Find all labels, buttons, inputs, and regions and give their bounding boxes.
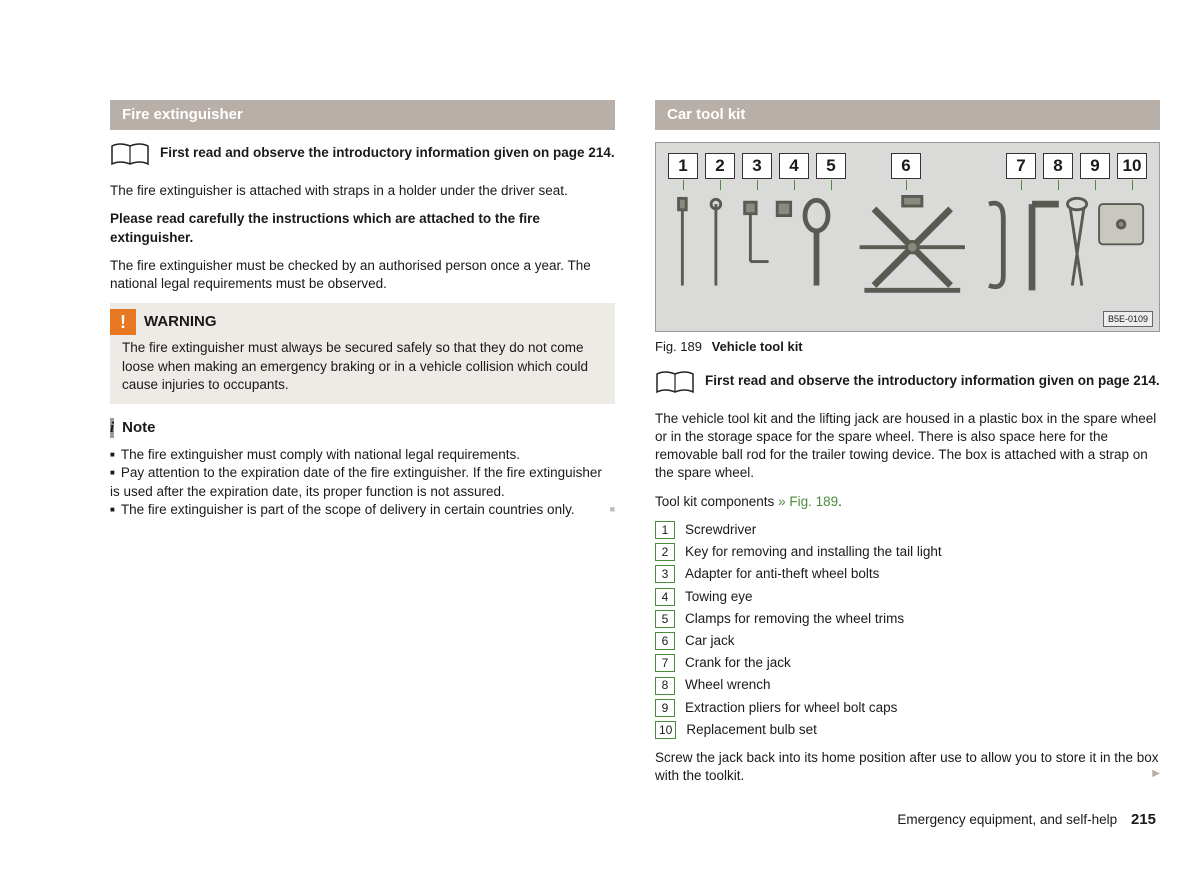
continue-icon: ▶: [1152, 767, 1160, 781]
tool-number-box: 7: [655, 654, 675, 672]
tool-row: 8 Wheel wrench: [655, 676, 1160, 694]
left-column: Fire extinguisher First read and observe…: [110, 100, 615, 796]
para-toolkit-location: The vehicle tool kit and the lifting jac…: [655, 410, 1160, 483]
figure-ref-code: B5E-0109: [1103, 311, 1153, 327]
figure-frame: 12345 6 789 10: [655, 142, 1160, 332]
figure-label-box: 5: [816, 153, 846, 179]
figure-cross-ref: » Fig. 189: [778, 494, 838, 509]
section-header-fire: Fire extinguisher: [110, 100, 615, 130]
note-bullets: The fire extinguisher must comply with n…: [110, 446, 615, 519]
figure-label-box: 1: [668, 153, 698, 179]
para-components-intro: Tool kit components » Fig. 189.: [655, 493, 1160, 511]
figure-label-box: 9: [1080, 153, 1110, 179]
right-column: Car tool kit 12345678910: [655, 100, 1160, 796]
para-screw-jack: Screw the jack back into its home positi…: [655, 749, 1160, 785]
book-icon: [110, 142, 150, 168]
note-header: i Note: [110, 418, 615, 438]
tool-number-box: 2: [655, 543, 675, 561]
tool-label: Car jack: [685, 632, 735, 650]
page-footer: Emergency equipment, and self-help 215: [897, 810, 1156, 830]
read-first-block: First read and observe the introductory …: [655, 370, 1160, 396]
figure-tools-illustration: [668, 193, 1147, 311]
tool-number-box: 4: [655, 588, 675, 606]
figure-label-box: 2: [705, 153, 735, 179]
warning-title: WARNING: [144, 312, 217, 332]
note-item: The fire extinguisher is part of the sco…: [110, 501, 615, 519]
tool-row: 3 Adapter for anti-theft wheel bolts: [655, 565, 1160, 583]
tool-row: 1 Screwdriver: [655, 521, 1160, 539]
tool-number-box: 6: [655, 632, 675, 650]
tool-number-box: 9: [655, 699, 675, 717]
figure-caption: Fig. 189 Vehicle tool kit: [655, 338, 1160, 356]
page-number: 215: [1131, 811, 1156, 828]
figure-number-labels: 12345 6 789 10: [668, 153, 1147, 179]
tool-label: Wheel wrench: [685, 676, 771, 694]
chapter-title: Emergency equipment, and self-help: [897, 812, 1117, 827]
tool-row: 5 Clamps for removing the wheel trims: [655, 610, 1160, 628]
tool-number-box: 3: [655, 565, 675, 583]
tool-number-box: 5: [655, 610, 675, 628]
tool-number-box: 10: [655, 721, 676, 739]
read-first-text: First read and observe the introductory …: [705, 370, 1160, 390]
info-icon: i: [110, 418, 114, 438]
note-item: The fire extinguisher must comply with n…: [110, 446, 615, 464]
tool-label: Extraction pliers for wheel bolt caps: [685, 699, 897, 717]
tool-label: Clamps for removing the wheel trims: [685, 610, 904, 628]
tool-label: Adapter for anti-theft wheel bolts: [685, 565, 879, 583]
figure-caption-text: Vehicle tool kit: [712, 339, 803, 354]
read-first-text: First read and observe the introductory …: [160, 142, 615, 162]
tool-number-box: 1: [655, 521, 675, 539]
read-first-block: First read and observe the introductory …: [110, 142, 615, 168]
figure-label-box: 6: [891, 153, 921, 179]
tool-label: Screwdriver: [685, 521, 756, 539]
tool-row: 4 Towing eye: [655, 588, 1160, 606]
para-checked: The fire extinguisher must be checked by…: [110, 257, 615, 293]
warning-header: ! WARNING: [110, 303, 615, 339]
warning-icon: !: [110, 309, 136, 335]
note-title: Note: [122, 418, 155, 438]
figure-label-box: 10: [1117, 153, 1147, 179]
tool-row: 2 Key for removing and installing the tai…: [655, 543, 1160, 561]
tool-row: 9 Extraction pliers for wheel bolt caps: [655, 699, 1160, 717]
tool-label: Crank for the jack: [685, 654, 791, 672]
warning-callout: ! WARNING The fire extinguisher must alw…: [110, 303, 615, 404]
book-icon: [655, 370, 695, 396]
figure-number: Fig. 189: [655, 339, 702, 354]
tool-row: 6 Car jack: [655, 632, 1160, 650]
tool-row: 10 Replacement bulb set: [655, 721, 1160, 739]
para-read-carefully: Please read carefully the instructions w…: [110, 210, 615, 246]
tool-label: Replacement bulb set: [686, 721, 817, 739]
tool-label: Key for removing and installing the tail…: [685, 543, 942, 561]
figure-label-box: 3: [742, 153, 772, 179]
tool-label: Towing eye: [685, 588, 753, 606]
section-header-toolkit: Car tool kit: [655, 100, 1160, 130]
tool-number-box: 8: [655, 677, 675, 695]
para-attached: The fire extinguisher is attached with s…: [110, 182, 615, 200]
figure-label-box: 8: [1043, 153, 1073, 179]
figure-label-box: 4: [779, 153, 809, 179]
tool-row: 7 Crank for the jack: [655, 654, 1160, 672]
tool-list: 1 Screwdriver 2 Key for removing and instal…: [655, 521, 1160, 739]
note-item: Pay attention to the expiration date of …: [110, 464, 615, 500]
section-end-icon: ■: [610, 503, 615, 515]
warning-body: The fire extinguisher must always be sec…: [110, 339, 615, 394]
figure-label-box: 7: [1006, 153, 1036, 179]
